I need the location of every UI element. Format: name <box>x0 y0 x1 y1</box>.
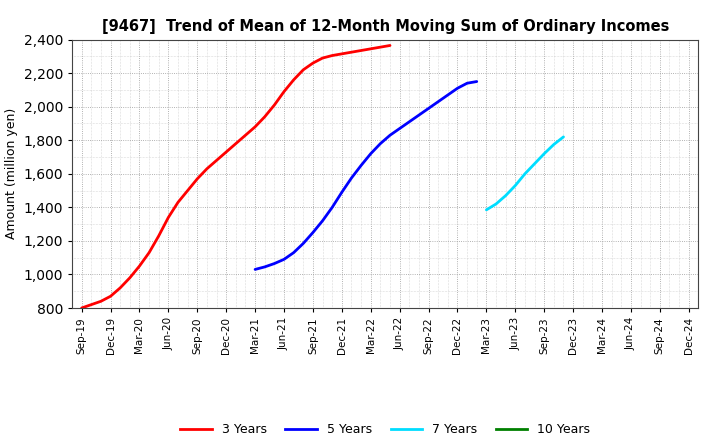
Y-axis label: Amount (million yen): Amount (million yen) <box>5 108 18 239</box>
Title: [9467]  Trend of Mean of 12-Month Moving Sum of Ordinary Incomes: [9467] Trend of Mean of 12-Month Moving … <box>102 19 669 34</box>
Legend: 3 Years, 5 Years, 7 Years, 10 Years: 3 Years, 5 Years, 7 Years, 10 Years <box>176 418 595 440</box>
